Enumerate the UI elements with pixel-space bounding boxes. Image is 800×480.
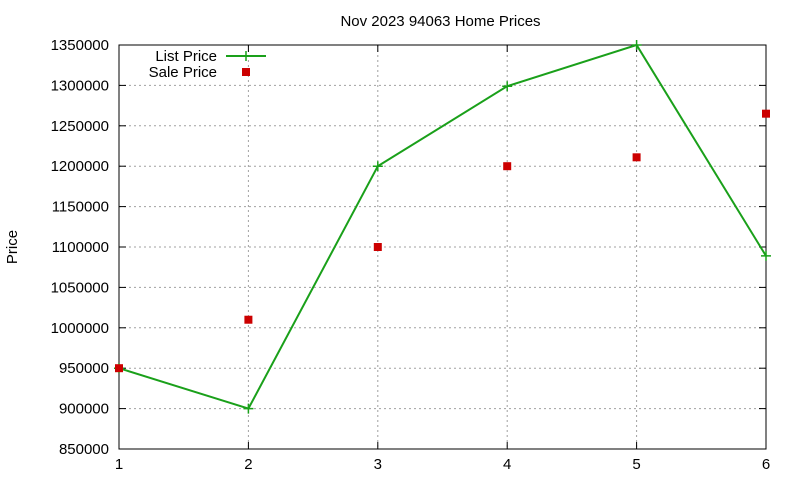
y-tick-label: 1050000 <box>51 279 109 296</box>
y-tick-label: 1150000 <box>52 199 109 216</box>
y-tick-label: 1350000 <box>51 37 109 54</box>
sale-price-point <box>632 153 641 162</box>
plot-border <box>118 44 767 450</box>
legend-swatch-list-price <box>226 51 266 61</box>
series-list-price <box>114 40 771 414</box>
y-tick-label: 1200000 <box>51 158 109 175</box>
x-tick-label: 5 <box>632 456 640 473</box>
series-sale-price <box>115 109 770 373</box>
list-price-line <box>118 43 767 410</box>
y-axis-label: Price <box>4 230 21 264</box>
sale-price-point <box>762 109 770 118</box>
chart-title: Nov 2023 94063 Home Prices <box>340 13 540 30</box>
legend-square <box>242 68 250 76</box>
axis-tick-labels: 850000 900000 950000 1000000 1050000 1100000 1… <box>51 37 771 473</box>
sale-price-point <box>373 243 382 251</box>
x-tick-label: 2 <box>244 456 252 473</box>
y-tick-label: 1000000 <box>51 320 109 337</box>
y-tick-label: 1100000 <box>52 239 109 256</box>
y-tick-label: 850000 <box>59 441 109 458</box>
legend-cross <box>241 51 251 61</box>
sale-price-point <box>115 364 123 373</box>
grid <box>119 45 766 449</box>
x-tick-label: 3 <box>374 456 382 473</box>
sale-price-point <box>244 315 253 324</box>
x-tick-label: 4 <box>503 456 511 473</box>
y-tick-label: 1250000 <box>51 118 109 135</box>
axis-ticks <box>118 44 767 450</box>
y-tick-label: 1300000 <box>51 77 109 94</box>
list-price-point <box>372 161 383 172</box>
list-price-point <box>502 81 513 92</box>
legend-label-sale-price: Sale Price <box>149 64 217 81</box>
x-tick-label: 6 <box>762 456 770 473</box>
legend-swatch-sale-price <box>242 68 250 76</box>
list-price-point <box>761 250 771 261</box>
legend: List Price Sale Price <box>149 48 266 81</box>
list-price-point <box>243 403 254 414</box>
list-price-point <box>631 40 642 50</box>
y-tick-label: 950000 <box>59 360 109 377</box>
x-tick-label: 1 <box>115 456 123 473</box>
y-tick-label: 900000 <box>59 401 109 418</box>
data-series <box>114 40 771 414</box>
legend-label-list-price: List Price <box>155 48 217 65</box>
sale-price-point <box>503 162 512 171</box>
